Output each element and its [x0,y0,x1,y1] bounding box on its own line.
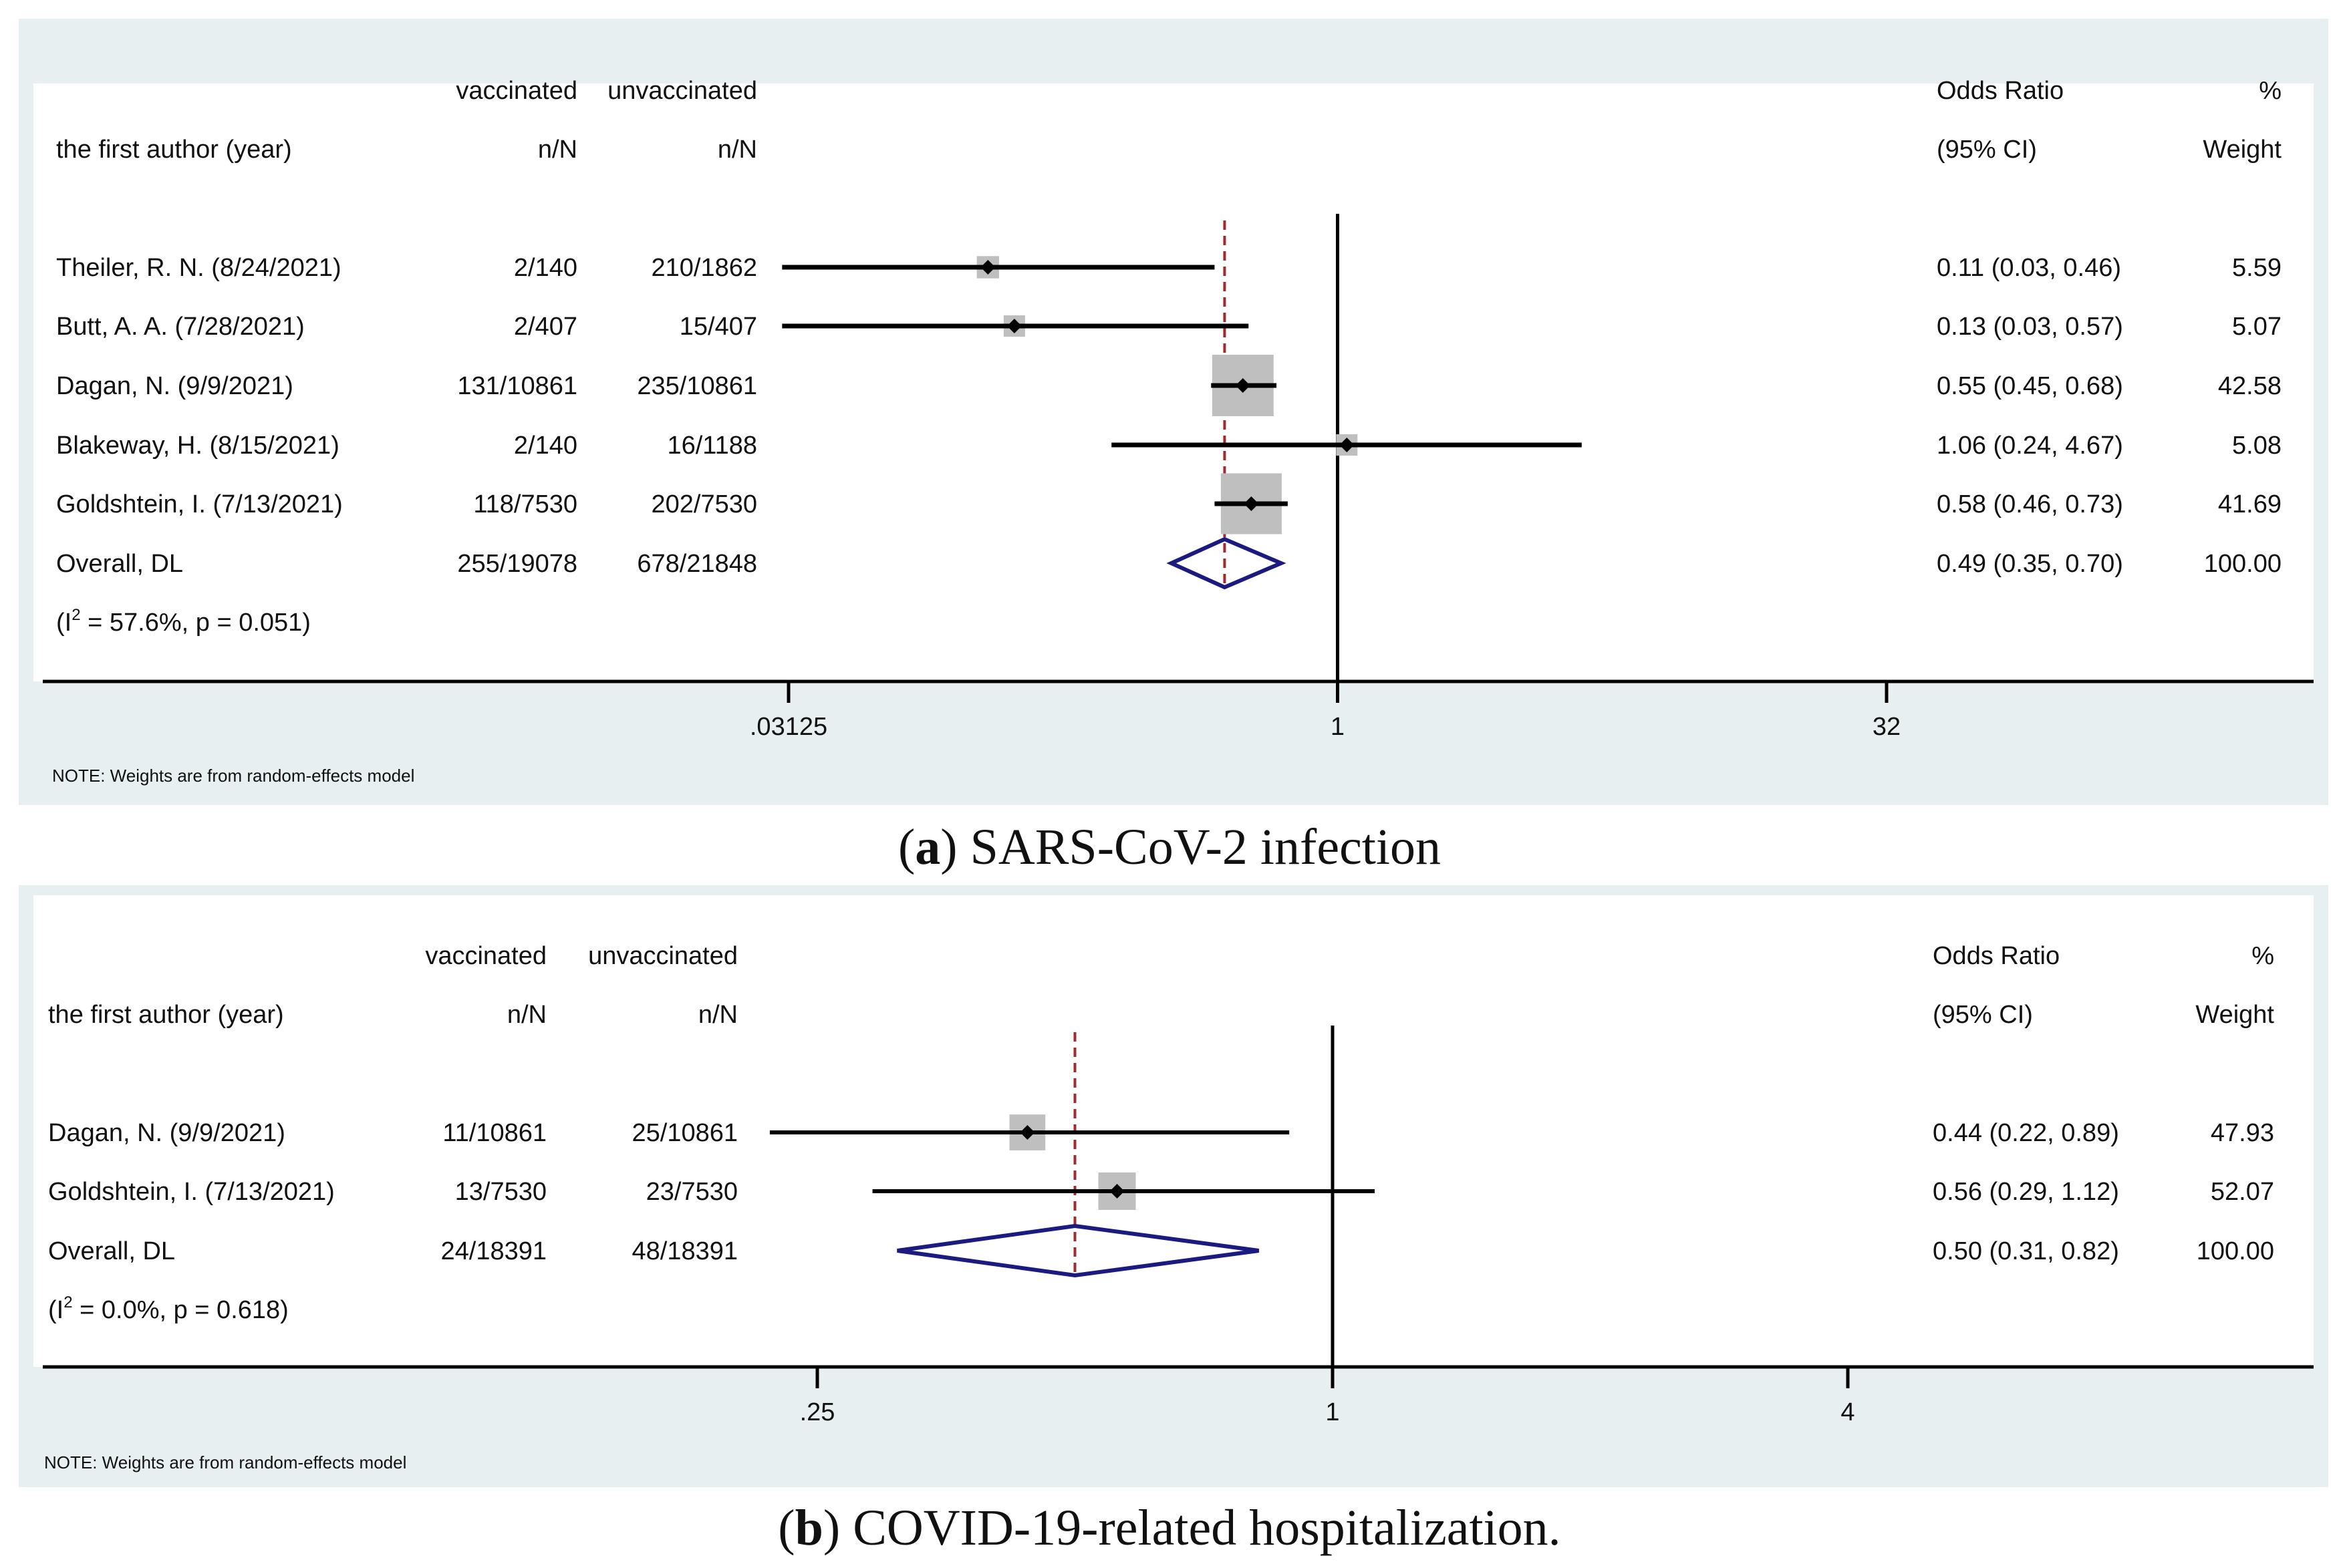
study-weight: 5.59 [2232,254,2282,282]
overall-vaccinated: 24/18391 [441,1237,547,1265]
header-study: the first author (year) [48,1001,284,1029]
study-weight: 5.08 [2232,432,2282,460]
x-tick-label: .03125 [750,713,827,741]
header-odds-ratio: Odds Ratio [1937,77,2064,105]
odds-ratio-ci: 1.06 (0.24, 4.67) [1937,432,2123,460]
heterogeneity-stat: (I2 = 0.0%, p = 0.618) [48,1293,289,1324]
overall-weight: 100.00 [2197,1237,2274,1265]
header-odds-ratio: Odds Ratio [1933,942,2060,970]
x-tick-label: .25 [800,1398,835,1426]
weights-note: NOTE: Weights are from random-effects mo… [52,766,414,786]
header-percent: % [2251,942,2274,970]
overall-weight: 100.00 [2204,550,2282,578]
point-estimate-marker [980,260,996,275]
odds-ratio-ci: 0.56 (0.29, 1.12) [1933,1178,2119,1206]
overall-diamond [1166,536,1286,590]
odds-ratio-ci: 0.58 (0.46, 0.73) [1937,490,2123,518]
point-estimate-marker [1235,378,1250,393]
point-estimate-marker [1244,496,1259,511]
header-ci: (95% CI) [1933,1001,2033,1029]
unvaccinated-count: 23/7530 [646,1178,738,1206]
study-name: Goldshtein, I. (7/13/2021) [56,490,343,518]
study-weight: 41.69 [2218,490,2282,518]
header-unvaccinated: unvaccinated [588,942,738,970]
unvaccinated-count: 202/7530 [652,490,758,518]
vaccinated-count: 118/7530 [473,490,577,518]
study-weight: 42.58 [2218,372,2282,400]
header-unvaccinated-nN: n/N [698,1001,738,1029]
header-weight: Weight [2195,1001,2274,1029]
study-weight: 5.07 [2232,313,2282,341]
header-vaccinated: vaccinated [425,942,547,970]
vaccinated-count: 2/140 [514,432,577,460]
vaccinated-count: 2/407 [514,313,577,341]
x-tick-label: 4 [1840,1398,1854,1426]
unvaccinated-count: 15/407 [680,313,757,341]
odds-ratio-ci: 0.13 (0.03, 0.57) [1937,313,2123,341]
unvaccinated-count: 210/1862 [652,254,758,282]
x-tick-label: 1 [1325,1398,1339,1426]
unvaccinated-count: 16/1188 [667,432,757,460]
overall-unvaccinated: 678/21848 [637,550,757,578]
point-estimate-marker [1109,1184,1125,1199]
header-unvaccinated: unvaccinated [607,77,757,105]
vaccinated-count: 13/7530 [455,1178,547,1206]
overall-label: Overall, DL [56,550,183,578]
study-weight: 47.93 [2211,1119,2274,1147]
odds-ratio-ci: 0.11 (0.03, 0.46) [1937,254,2121,282]
odds-ratio-ci: 0.44 (0.22, 0.89) [1933,1119,2119,1147]
header-ci: (95% CI) [1937,136,2037,164]
header-unvaccinated-nN: n/N [718,136,757,164]
overall-diamond [897,1223,1260,1278]
study-name: Blakeway, H. (8/15/2021) [56,432,339,460]
point-estimate-marker [1006,319,1022,333]
study-name: Butt, A. A. (7/28/2021) [56,313,305,341]
vaccinated-count: 11/10861 [442,1119,547,1147]
x-tick-label: 32 [1873,713,1901,741]
study-name: Theiler, R. N. (8/24/2021) [56,254,341,282]
study-name: Dagan, N. (9/9/2021) [56,372,293,400]
overall-odds-ratio-ci: 0.49 (0.35, 0.70) [1937,550,2123,578]
forest-panel-b: vaccinated unvaccinated Odds Ratio % the fir… [19,885,2328,1556]
header-weight: Weight [2203,136,2282,164]
overall-vaccinated: 255/19078 [457,550,577,578]
panel-caption: (a) SARS-CoV-2 infection [898,819,1441,875]
plot-area [33,84,2314,681]
overall-unvaccinated: 48/18391 [632,1237,738,1265]
unvaccinated-count: 25/10861 [632,1119,738,1147]
header-vaccinated-nN: n/N [507,1001,547,1029]
unvaccinated-count: 235/10861 [637,372,757,400]
header-vaccinated-nN: n/N [538,136,577,164]
header-percent: % [2259,77,2282,105]
x-tick-label: 1 [1331,713,1345,741]
vaccinated-count: 2/140 [514,254,577,282]
vaccinated-count: 131/10861 [457,372,577,400]
study-weight: 52.07 [2211,1178,2274,1206]
overall-odds-ratio-ci: 0.50 (0.31, 0.82) [1933,1237,2119,1265]
header-vaccinated: vaccinated [456,77,577,105]
point-estimate-marker [1020,1125,1035,1140]
point-estimate-marker [1339,438,1355,452]
overall-label: Overall, DL [48,1237,175,1265]
odds-ratio-ci: 0.55 (0.45, 0.68) [1937,372,2123,400]
weights-note: NOTE: Weights are from random-effects mo… [44,1452,406,1472]
panel-caption: (b) COVID-19-related hospitalization. [778,1500,1560,1556]
forest-panel-a: vaccinated unvaccinated Odds Ratio % the fir… [19,19,2328,875]
header-study: the first author (year) [56,136,292,164]
study-name: Dagan, N. (9/9/2021) [48,1119,285,1147]
heterogeneity-stat: (I2 = 57.6%, p = 0.051) [56,606,311,637]
study-name: Goldshtein, I. (7/13/2021) [48,1178,335,1206]
